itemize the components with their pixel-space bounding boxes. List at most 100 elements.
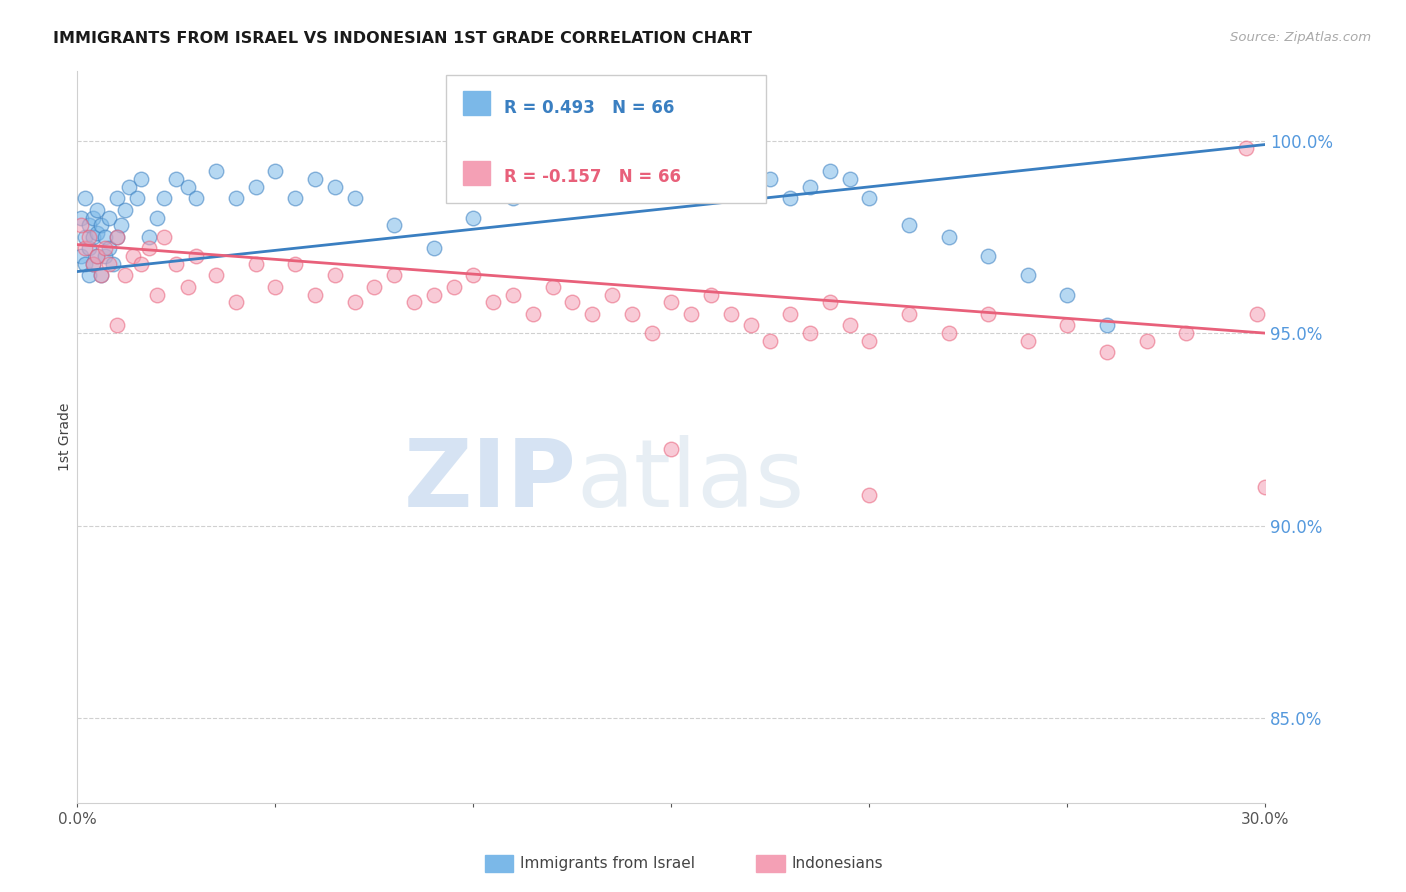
Point [129, 172, 152, 186]
Point [382, 268, 405, 283]
Point [129, 257, 152, 271]
Point [75, 191, 97, 205]
Point [482, 295, 505, 310]
Point [620, 307, 643, 321]
Point [661, 179, 683, 194]
Point [541, 179, 564, 194]
Point [82, 230, 104, 244]
Point [105, 191, 128, 205]
Point [304, 172, 326, 186]
Point [1056, 287, 1078, 301]
Text: Immigrants from Israel: Immigrants from Israel [520, 856, 695, 871]
Point [1017, 268, 1039, 283]
Point [759, 172, 782, 186]
Point [720, 153, 742, 167]
Point [94, 249, 117, 263]
Point [799, 326, 821, 340]
Point [245, 179, 267, 194]
Point [101, 257, 124, 271]
Point [105, 230, 128, 244]
Point [898, 219, 921, 233]
Text: atlas: atlas [576, 435, 804, 527]
Point [1234, 141, 1257, 155]
Point [977, 249, 1000, 263]
Text: R = -0.157   N = 66: R = -0.157 N = 66 [503, 169, 681, 186]
Point [323, 268, 346, 283]
Point [225, 191, 247, 205]
Point [443, 280, 465, 294]
Point [858, 191, 880, 205]
Point [681, 307, 703, 321]
Point [77, 230, 100, 244]
Text: ZIP: ZIP [404, 435, 576, 527]
Point [205, 268, 228, 283]
Point [323, 179, 346, 194]
Point [121, 249, 143, 263]
Point [125, 191, 148, 205]
Point [1095, 318, 1118, 333]
Point [423, 242, 446, 256]
Point [343, 191, 366, 205]
Point [938, 230, 960, 244]
Point [264, 280, 287, 294]
Point [838, 172, 860, 186]
Point [94, 230, 117, 244]
Point [1246, 307, 1268, 321]
Point [818, 295, 841, 310]
Point [759, 334, 782, 348]
Point [284, 191, 307, 205]
Point [75, 230, 97, 244]
Point [90, 268, 112, 283]
Point [264, 164, 287, 178]
Point [541, 280, 564, 294]
Point [86, 226, 108, 240]
Point [898, 307, 921, 321]
Point [661, 442, 683, 456]
Point [363, 280, 385, 294]
Point [114, 268, 136, 283]
Point [720, 307, 742, 321]
Bar [464, 91, 489, 115]
Point [90, 268, 112, 283]
Point [284, 257, 307, 271]
Point [620, 164, 643, 178]
Point [75, 257, 97, 271]
Point [70, 211, 93, 225]
Point [98, 242, 121, 256]
Point [98, 211, 121, 225]
Point [1095, 345, 1118, 359]
Point [77, 268, 100, 283]
Point [938, 326, 960, 340]
Point [153, 191, 176, 205]
Point [70, 219, 93, 233]
Point [70, 249, 93, 263]
Point [463, 268, 485, 283]
Point [502, 191, 524, 205]
Point [1136, 334, 1159, 348]
Point [561, 295, 583, 310]
Point [779, 307, 801, 321]
Text: IMMIGRANTS FROM ISRAEL VS INDONESIAN 1ST GRADE CORRELATION CHART: IMMIGRANTS FROM ISRAEL VS INDONESIAN 1ST… [53, 31, 752, 46]
Point [661, 295, 683, 310]
Point [138, 242, 160, 256]
Point [165, 257, 187, 271]
Point [858, 488, 880, 502]
Point [522, 307, 544, 321]
Point [82, 257, 104, 271]
Point [153, 230, 176, 244]
Bar [464, 161, 489, 185]
Point [740, 179, 762, 194]
Point [105, 230, 128, 244]
Point [681, 172, 703, 186]
Text: R = 0.493   N = 66: R = 0.493 N = 66 [503, 99, 675, 117]
Point [77, 242, 100, 256]
Point [105, 318, 128, 333]
Point [177, 280, 200, 294]
Point [502, 287, 524, 301]
Point [1056, 318, 1078, 333]
Point [245, 257, 267, 271]
Point [1175, 326, 1198, 340]
Point [382, 219, 405, 233]
Point [90, 219, 112, 233]
Point [977, 307, 1000, 321]
